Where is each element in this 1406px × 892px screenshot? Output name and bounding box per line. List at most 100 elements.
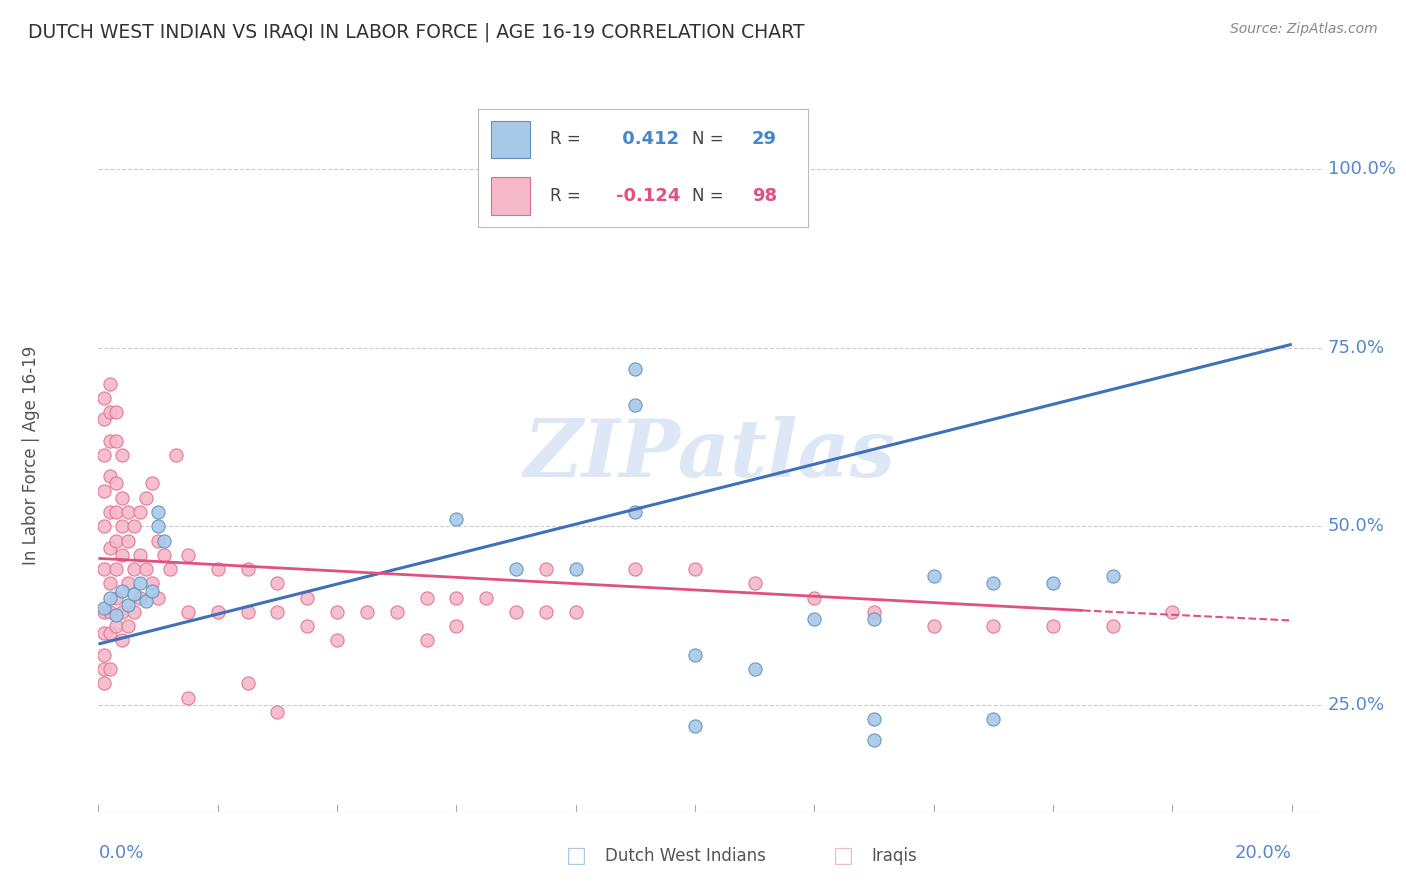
Point (111, 548, 134, 562)
Point (922, 619, 945, 633)
Point (326, 633, 349, 648)
Point (683, 648, 706, 662)
Point (505, 562, 527, 576)
Point (93, 601, 115, 615)
Point (105, 591, 128, 605)
Point (98, 591, 121, 605)
Point (624, 398, 647, 412)
Point (744, 662, 766, 676)
Point (111, 605, 134, 619)
Point (93, 605, 115, 619)
Point (146, 533, 169, 548)
Point (146, 519, 169, 533)
Point (146, 505, 169, 519)
Point (1161, 605, 1184, 619)
Point (111, 583, 134, 598)
Text: Source: ZipAtlas.com: Source: ZipAtlas.com (1230, 22, 1378, 37)
Point (93, 562, 115, 576)
Point (266, 705, 288, 719)
Point (141, 576, 163, 591)
Point (1101, 569, 1123, 583)
Point (98, 605, 121, 619)
Point (624, 362, 647, 376)
Point (98, 541, 121, 555)
Point (863, 733, 886, 747)
Point (534, 562, 557, 576)
Point (122, 519, 145, 533)
Point (111, 519, 134, 533)
Point (505, 605, 527, 619)
Point (1042, 619, 1064, 633)
Point (117, 505, 139, 519)
Point (983, 576, 1005, 591)
Point (93, 662, 115, 676)
Point (93, 391, 115, 405)
Point (446, 512, 468, 526)
Point (105, 434, 128, 448)
Point (98, 376, 121, 391)
Point (111, 633, 134, 648)
Point (93, 626, 115, 640)
Point (105, 562, 128, 576)
Point (153, 548, 176, 562)
Point (624, 562, 647, 576)
Point (236, 676, 259, 690)
Point (863, 605, 886, 619)
Point (983, 619, 1005, 633)
Text: □: □ (567, 847, 586, 866)
Point (177, 605, 200, 619)
Point (135, 491, 157, 505)
Point (111, 448, 134, 462)
Point (98, 405, 121, 419)
Point (117, 533, 139, 548)
Point (863, 712, 886, 726)
Point (98, 434, 121, 448)
Text: DUTCH WEST INDIAN VS IRAQI IN LABOR FORCE | AGE 16-19 CORRELATION CHART: DUTCH WEST INDIAN VS IRAQI IN LABOR FORC… (28, 22, 804, 42)
Point (105, 608, 128, 623)
Point (207, 562, 229, 576)
Point (1042, 576, 1064, 591)
Point (141, 583, 163, 598)
Point (93, 448, 115, 462)
Point (105, 619, 128, 633)
Point (922, 569, 945, 583)
Point (93, 519, 115, 533)
Point (446, 619, 468, 633)
Point (105, 476, 128, 491)
Point (105, 533, 128, 548)
Point (105, 505, 128, 519)
Point (98, 576, 121, 591)
Text: ZIPatlas: ZIPatlas (524, 417, 896, 493)
Text: 75.0%: 75.0% (1327, 339, 1385, 357)
Point (117, 619, 139, 633)
Point (111, 491, 134, 505)
Point (624, 505, 647, 519)
Point (266, 576, 288, 591)
Point (565, 562, 588, 576)
Point (93, 412, 115, 426)
Text: 100.0%: 100.0% (1327, 161, 1396, 178)
Point (446, 591, 468, 605)
Point (122, 605, 145, 619)
Point (683, 562, 706, 576)
Point (129, 548, 152, 562)
Point (153, 533, 176, 548)
Point (129, 591, 152, 605)
Point (1101, 619, 1123, 633)
Point (863, 612, 886, 626)
Text: □: □ (834, 847, 853, 866)
Point (105, 405, 128, 419)
Text: 50.0%: 50.0% (1327, 517, 1385, 535)
Point (135, 594, 157, 608)
Point (122, 562, 145, 576)
Point (415, 591, 437, 605)
Point (683, 719, 706, 733)
Point (803, 591, 825, 605)
Text: Iraqis: Iraqis (872, 847, 918, 865)
Point (207, 605, 229, 619)
Point (122, 587, 145, 601)
Point (356, 605, 378, 619)
Point (93, 676, 115, 690)
Point (236, 605, 259, 619)
Point (141, 476, 163, 491)
